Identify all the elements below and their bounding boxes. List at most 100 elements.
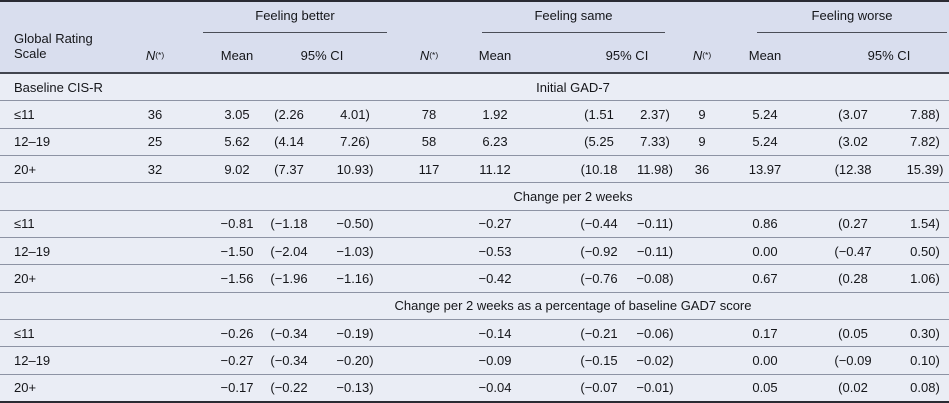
ci-column-header: 95% CI xyxy=(605,47,649,63)
data-cell: −1.56 xyxy=(220,270,254,286)
group-header-feeling-better: Feeling better xyxy=(203,8,387,33)
row-header: ≤11 xyxy=(14,106,35,122)
data-cell: 9.02 xyxy=(224,161,250,177)
data-cell: (10.18 xyxy=(580,161,618,177)
data-cell: −1.16) xyxy=(336,270,374,286)
data-cell: 0.10) xyxy=(910,352,940,368)
data-cell: 7.88) xyxy=(910,106,940,122)
table-header: Global Rating Scale Feeling better Feeli… xyxy=(0,2,949,74)
n-symbol: N xyxy=(692,47,703,63)
table-row: 12–19 −1.50 (−2.04 −1.03) −0.53 (−0.92 −0.11) 0… xyxy=(0,236,949,264)
ci-column-header: 95% CI xyxy=(867,47,911,63)
data-cell: −0.17 xyxy=(220,380,254,396)
table-body: Baseline CIS-R Initial GAD-7 ≤11 36 3.05 (2.2… xyxy=(0,74,949,401)
data-cell: 1.06) xyxy=(910,270,940,286)
row-header: 20+ xyxy=(14,270,37,286)
data-cell: 1.54) xyxy=(910,216,940,232)
data-cell: −0.09 xyxy=(478,352,512,368)
data-cell: 11.12 xyxy=(479,161,511,177)
data-cell: 0.17 xyxy=(752,325,778,341)
data-cell: (−0.34 xyxy=(270,352,308,368)
data-cell: 0.67 xyxy=(752,270,778,286)
n-column-header: N (*) xyxy=(419,47,439,63)
table-row: 20+ 32 9.02 (7.37 10.93) 117 11.12 (10.18 11.98)… xyxy=(0,154,949,182)
data-cell: (−0.22 xyxy=(270,380,308,396)
data-cell: 15.39) xyxy=(906,161,944,177)
data-cell: 32 xyxy=(147,161,163,177)
data-cell: −0.06) xyxy=(636,325,674,341)
data-cell: 11.98) xyxy=(637,161,673,177)
data-cell: (4.14 xyxy=(274,134,304,150)
data-cell: −0.53 xyxy=(478,243,512,259)
data-cell: 9 xyxy=(698,134,706,150)
table-row: 12–19 25 5.62 (4.14 7.26) 58 6.23 (5.25 7.33) 9 5.… xyxy=(0,127,949,155)
group-header-feeling-same: Feeling same xyxy=(482,8,665,33)
data-cell: 0.50) xyxy=(910,243,940,259)
data-cell: 5.62 xyxy=(224,134,250,150)
data-cell: 7.33) xyxy=(640,134,670,150)
data-cell: −0.13) xyxy=(336,380,374,396)
data-cell: (−0.09 xyxy=(834,352,872,368)
section-caption-row: Change per 2 weeks xyxy=(0,182,949,209)
row-header: 12–19 xyxy=(14,243,51,259)
data-cell: 3.05 xyxy=(224,106,250,122)
data-cell: (−0.76 xyxy=(580,270,618,286)
mean-column-header: Mean xyxy=(748,47,782,63)
data-cell: (−1.96 xyxy=(270,270,308,286)
data-cell: (3.07 xyxy=(838,106,868,122)
data-cell: (−0.34 xyxy=(270,325,308,341)
row-header: ≤11 xyxy=(14,325,35,341)
data-cell: (−0.92 xyxy=(580,243,618,259)
mean-column-header: Mean xyxy=(220,47,254,63)
n-column-header: N (*) xyxy=(692,47,712,63)
data-cell: 0.00 xyxy=(752,243,778,259)
table-row: ≤11 −0.81 (−1.18 −0.50) −0.27 (−0.44 −0.11) 0.8… xyxy=(0,209,949,237)
data-cell: (0.28 xyxy=(838,270,868,286)
n-symbol: N xyxy=(145,47,156,63)
data-cell: −0.14 xyxy=(478,325,512,341)
table-row: ≤11 36 3.05 (2.26 4.01) 78 1.92 (1.51 2.37) 9 5.24… xyxy=(0,100,949,127)
data-cell: (3.02 xyxy=(838,134,868,150)
data-cell: 0.00 xyxy=(752,352,778,368)
n-symbol: N xyxy=(419,47,430,63)
section-caption: Change per 2 weeks xyxy=(513,188,633,204)
data-cell: 1.92 xyxy=(482,106,508,122)
data-cell: −0.11) xyxy=(636,243,674,259)
data-cell: (5.25 xyxy=(584,134,614,150)
data-cell: (0.27 xyxy=(838,216,868,232)
data-cell: 7.26) xyxy=(340,134,370,150)
data-cell: 5.24 xyxy=(752,134,778,150)
data-cell: 0.86 xyxy=(752,216,778,232)
data-cell: 4.01) xyxy=(340,106,370,122)
data-cell: −0.81 xyxy=(220,216,254,232)
data-cell: 0.30) xyxy=(910,325,940,341)
table-row: 20+ −0.17 (−0.22 −0.13) −0.04 (−0.07 −0.01) 0.0… xyxy=(0,373,949,401)
data-cell: 78 xyxy=(421,106,437,122)
ci-column-header: 95% CI xyxy=(300,47,344,63)
data-cell: −0.04 xyxy=(478,380,512,396)
section-caption-row: Change per 2 weeks as a percentage of ba… xyxy=(0,291,949,319)
data-cell: 36 xyxy=(694,161,710,177)
n-column-header: N (*) xyxy=(145,47,165,63)
data-cell: (2.26 xyxy=(274,106,304,122)
data-cell: −0.50) xyxy=(336,216,374,232)
table-row: 12–19 −0.27 (−0.34 −0.20) −0.09 (−0.15 −0.02) 0… xyxy=(0,346,949,373)
data-cell: −0.27 xyxy=(220,352,254,368)
data-cell: 13.97 xyxy=(748,161,782,177)
data-cell: 9 xyxy=(698,106,706,122)
data-cell: 25 xyxy=(147,134,163,150)
data-cell: −0.42 xyxy=(478,270,512,286)
data-cell: (−0.15 xyxy=(580,352,618,368)
data-cell: (−0.21 xyxy=(580,325,618,341)
data-cell: −0.19) xyxy=(336,325,374,341)
data-cell: −0.01) xyxy=(636,380,674,396)
data-cell: 10.93) xyxy=(336,161,374,177)
group-header-label: Feeling better xyxy=(255,8,335,23)
data-cell: 2.37) xyxy=(640,106,670,122)
data-cell: (7.37 xyxy=(274,161,304,177)
data-cell: −0.02) xyxy=(636,352,674,368)
data-cell: 0.05 xyxy=(752,380,778,396)
data-cell: 5.24 xyxy=(752,106,778,122)
data-cell: −0.26 xyxy=(220,325,254,341)
